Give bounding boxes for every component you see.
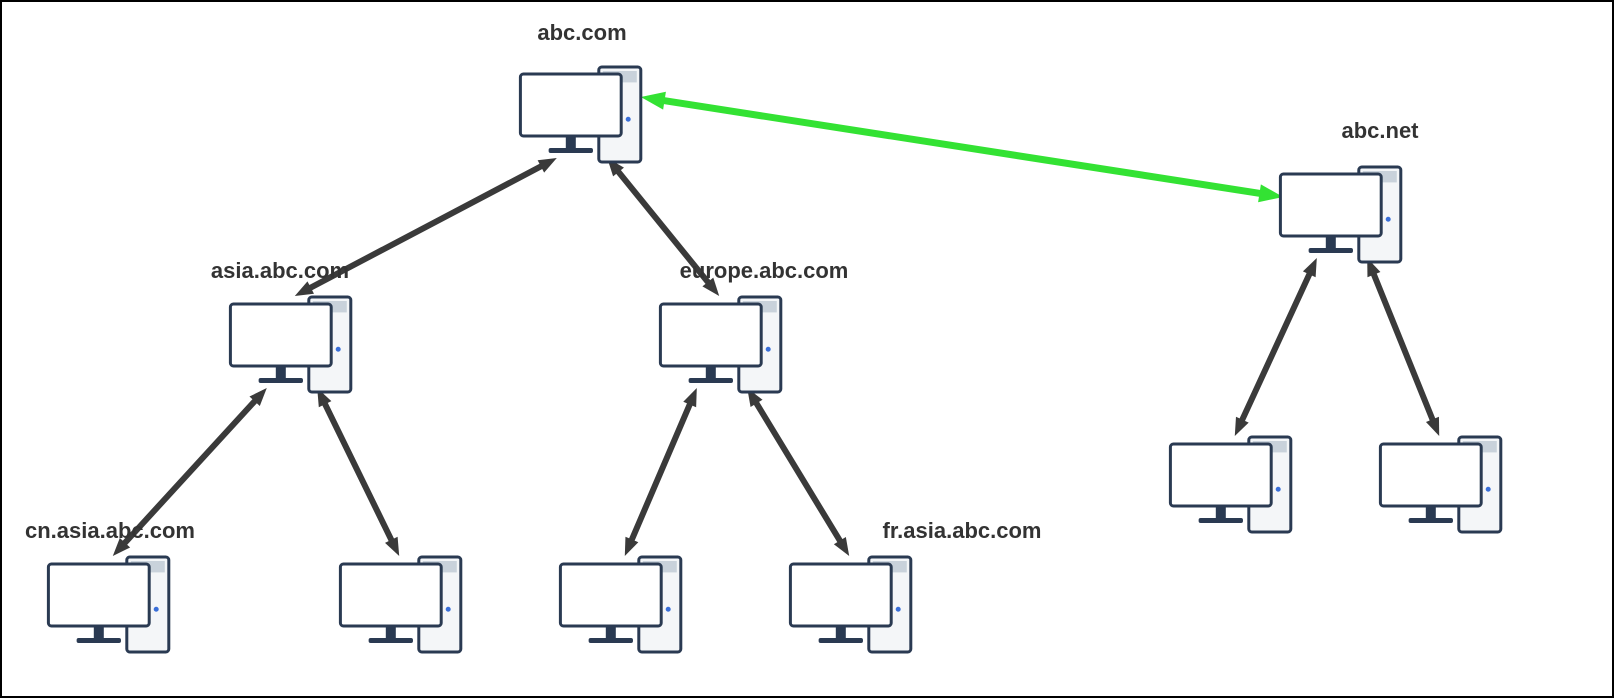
tree-arrow [747,388,849,556]
node-label: fr.asia.abc.com [883,518,1042,544]
node-label: europe.abc.com [680,258,849,284]
tree-arrow [1235,258,1317,436]
computer-icon [560,557,680,652]
trust-arrow [641,92,1283,202]
computer-icon [1170,437,1290,532]
computer-icon [48,557,168,652]
computer-icon [1280,167,1400,262]
diagram-overlay [2,2,1614,700]
computer-icon [790,557,910,652]
computer-icon [340,557,460,652]
node-label: abc.com [537,20,626,46]
computer-icon [520,67,640,162]
computer-icon [660,297,780,392]
node-label: cn.asia.abc.com [25,518,195,544]
computer-icon [230,297,350,392]
tree-arrow [317,388,399,556]
node-label: asia.abc.com [211,258,349,284]
computer-icon [1380,437,1500,532]
tree-arrow [625,388,697,556]
network-diagram: abc.com asia.abc.com europe.abc.com cn.asia… [0,0,1614,698]
tree-arrow [1367,258,1439,436]
node-label: abc.net [1341,118,1418,144]
